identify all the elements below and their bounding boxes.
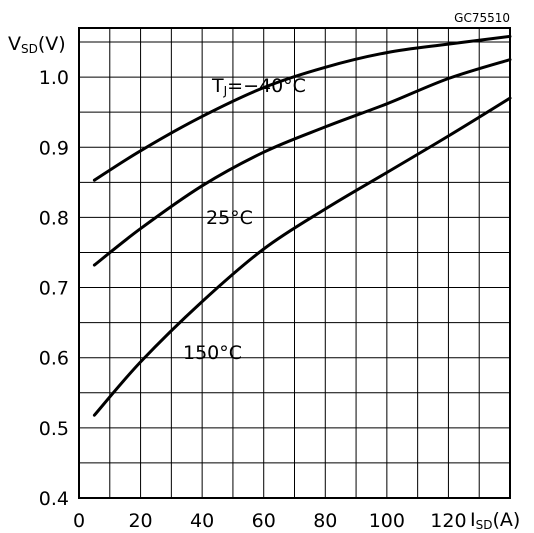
y-tick-label: 0.9	[39, 137, 69, 159]
curve-minus40c	[92, 34, 512, 182]
x-axis-label-unit: (A)	[492, 509, 520, 531]
plot-frame	[78, 27, 511, 499]
series-label-minus40c: TJ=−40°C	[211, 75, 306, 98]
y-axis-label-unit: (V)	[38, 33, 66, 55]
y-tick-label: 0.5	[39, 418, 69, 440]
series-curves	[92, 34, 512, 417]
x-axis-label: ISD(A)	[470, 509, 520, 532]
grid	[79, 28, 510, 498]
x-tick-label: 0	[73, 510, 85, 532]
tick-labels: 0 20 40 60 80 100 120 0.4 0.5 0.6 0.7 0.8 0.9 1.0	[39, 67, 467, 532]
y-tick-label: 0.7	[39, 278, 69, 300]
y-axis-label-main: V	[8, 33, 21, 55]
x-tick-label: 120	[430, 510, 466, 532]
x-tick-label: 40	[190, 510, 214, 532]
series-label-minus40c-sub: J	[223, 84, 228, 98]
figure-code: GC75510	[454, 11, 510, 25]
y-axis-label-sub: SD	[21, 42, 38, 56]
x-axis-label-main: I	[470, 509, 476, 531]
x-tick-label: 60	[252, 510, 276, 532]
series-label-25c: 25°C	[206, 207, 253, 229]
x-axis-label-sub: SD	[476, 518, 493, 532]
series-label-minus40c-rest: =−40°C	[227, 75, 306, 97]
series-label-150c: 150°C	[183, 342, 242, 364]
curve-150c	[92, 96, 512, 417]
y-tick-label: 0.6	[39, 348, 69, 370]
curve-25c	[92, 58, 512, 267]
y-tick-label: 0.8	[39, 207, 69, 229]
y-axis-label: VSD(V)	[8, 33, 66, 56]
x-tick-label: 80	[313, 510, 337, 532]
series-label-minus40c-main: T	[211, 75, 224, 97]
y-tick-label: 0.4	[39, 488, 69, 510]
x-tick-label: 20	[128, 510, 152, 532]
y-tick-label: 1.0	[39, 67, 69, 89]
x-tick-label: 100	[369, 510, 405, 532]
